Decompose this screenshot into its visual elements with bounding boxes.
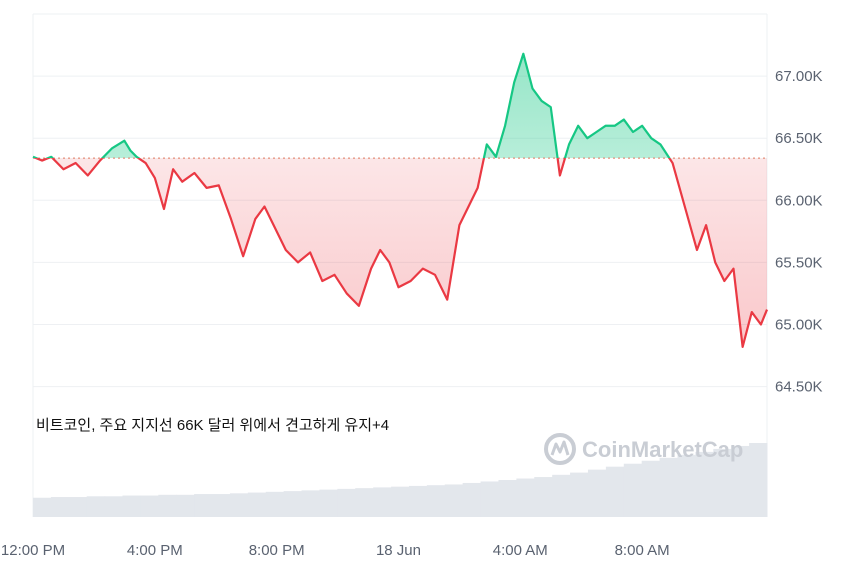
volume-bar xyxy=(265,491,285,517)
volume-bar xyxy=(641,460,661,517)
x-tick-label: 4:00 AM xyxy=(493,542,548,559)
volume-bar xyxy=(301,490,320,517)
volume-bar xyxy=(194,494,213,517)
y-tick-label: 64.50K xyxy=(775,379,823,396)
volume-bar xyxy=(122,495,141,517)
volume-bar xyxy=(158,494,177,517)
volume-bar xyxy=(229,493,249,517)
volume-bar xyxy=(462,482,482,517)
volume-bar xyxy=(516,478,535,517)
volume-bars xyxy=(33,443,768,517)
y-tick-label: 65.00K xyxy=(775,316,823,333)
volume-bar xyxy=(68,497,88,517)
price-area-above-reference xyxy=(33,53,670,159)
y-tick-label: 67.00K xyxy=(775,68,823,85)
volume-bar xyxy=(426,485,446,517)
volume-bar xyxy=(176,494,195,517)
x-tick-label: 8:00 AM xyxy=(615,542,670,559)
volume-bar xyxy=(444,484,464,517)
x-tick-label: 8:00 PM xyxy=(249,542,305,559)
volume-bar xyxy=(713,448,732,517)
volume-bar xyxy=(86,496,106,517)
volume-bar xyxy=(480,481,499,517)
volume-bar xyxy=(33,497,52,517)
y-tick-label: 65.50K xyxy=(775,254,823,271)
volume-bar xyxy=(355,488,374,517)
volume-bar xyxy=(552,474,571,517)
annotation-text[interactable]: 비트코인, 주요 지지선 66K 달러 위에서 견고하게 유지+4 xyxy=(36,417,389,434)
volume-bar xyxy=(695,451,714,517)
y-axis: 67.00K 66.50K 66.00K 65.50K 65.00K 64.50K xyxy=(775,68,823,395)
volume-bar xyxy=(498,480,517,517)
volume-bar xyxy=(140,495,159,517)
watermark: CoinMarketCap xyxy=(544,433,743,465)
volume-bar xyxy=(659,457,678,517)
volume-bar xyxy=(212,494,231,517)
x-axis: 12:00 PM 4:00 PM 8:00 PM 18 Jun 4:00 AM 8:00 … xyxy=(1,542,670,559)
volume-bar xyxy=(408,485,428,517)
price-line-up xyxy=(32,52,671,159)
volume-bar xyxy=(337,488,356,517)
volume-bar xyxy=(587,469,607,517)
volume-bar xyxy=(731,445,750,517)
volume-bar xyxy=(319,489,338,517)
watermark-text: CoinMarketCap xyxy=(582,437,743,462)
coinmarketcap-logo-icon xyxy=(544,433,576,465)
volume-bar xyxy=(570,472,589,517)
volume-bar xyxy=(283,491,303,517)
x-tick-label: 18 Jun xyxy=(376,542,421,559)
y-tick-label: 66.00K xyxy=(775,192,823,209)
x-tick-label: 12:00 PM xyxy=(1,542,65,559)
y-tick-label: 66.50K xyxy=(775,130,823,147)
price-line-down xyxy=(33,158,769,348)
volume-bar xyxy=(104,496,124,517)
price-area-below-reference xyxy=(33,158,767,347)
volume-bar xyxy=(391,486,410,517)
volume-bar xyxy=(50,497,70,517)
volume-bar xyxy=(247,492,267,517)
volume-bar xyxy=(373,487,392,517)
volume-bar xyxy=(749,443,768,517)
volume-bar xyxy=(677,454,696,517)
x-tick-label: 4:00 PM xyxy=(127,542,183,559)
volume-bar xyxy=(605,466,625,517)
volume-bar xyxy=(623,463,643,517)
volume-bar xyxy=(534,477,553,517)
annotation[interactable]: 비트코인, 주요 지지선 66K 달러 위에서 견고하게 유지+4 xyxy=(36,417,389,434)
